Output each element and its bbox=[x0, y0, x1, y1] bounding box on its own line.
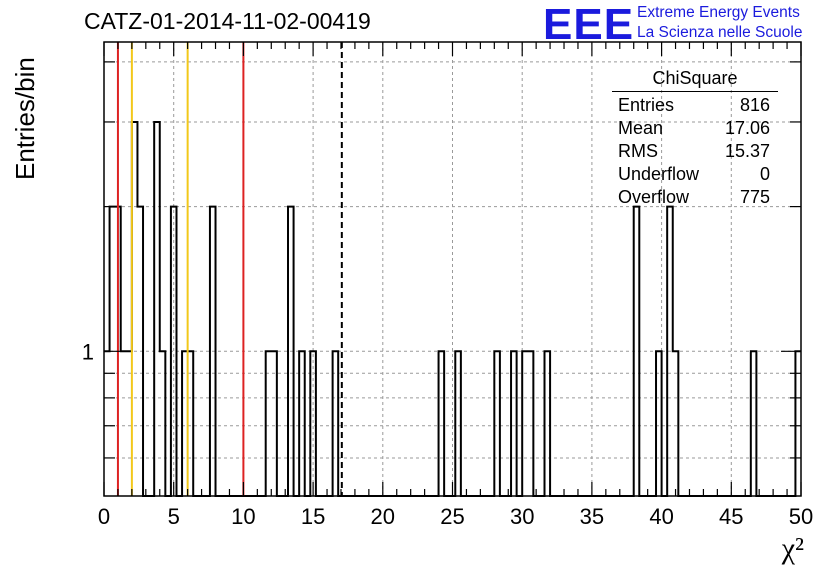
x-axis-label: χ² bbox=[781, 532, 804, 565]
x-tick-label: 10 bbox=[231, 504, 255, 529]
logo-text: Extreme Energy Events La Scienza nelle S… bbox=[637, 3, 802, 43]
y-tick-label: 1 bbox=[82, 339, 94, 364]
x-tick-label: 15 bbox=[301, 504, 325, 529]
stats-label: Mean bbox=[618, 118, 664, 138]
x-tick-label: 25 bbox=[440, 504, 464, 529]
stats-label: Overflow bbox=[618, 187, 690, 207]
tick-labels: 0 5 10 15 20 25 30 35 40 45 50 1 bbox=[82, 339, 813, 529]
stats-box: ChiSquare Entries 816 Mean 17.06 RMS 15.… bbox=[612, 68, 778, 209]
stats-row-overflow: Overflow 775 bbox=[612, 186, 778, 209]
stats-value: 17.06 bbox=[724, 118, 770, 138]
stats-row-rms: RMS 15.37 bbox=[612, 140, 778, 163]
reference-lines bbox=[116, 42, 343, 496]
stats-value: 816 bbox=[739, 95, 770, 115]
stats-value: 775 bbox=[739, 187, 770, 207]
stats-value: 0 bbox=[759, 164, 770, 184]
chart-title: CATZ-01-2014-11-02-00419 bbox=[84, 8, 371, 34]
y-axis-label: Entries/bin bbox=[10, 57, 40, 180]
x-tick-label: 0 bbox=[98, 504, 110, 529]
x-tick-label: 30 bbox=[510, 504, 534, 529]
x-tick-label: 5 bbox=[168, 504, 180, 529]
logo-line-1: Extreme Energy Events bbox=[637, 4, 800, 21]
x-tick-label: 35 bbox=[580, 504, 604, 529]
x-tick-label: 20 bbox=[371, 504, 395, 529]
stats-row-mean: Mean 17.06 bbox=[612, 117, 778, 140]
axis-ticks bbox=[103, 42, 802, 496]
stats-title: ChiSquare bbox=[612, 68, 778, 92]
x-tick-label: 50 bbox=[789, 504, 813, 529]
x-tick-label: 45 bbox=[719, 504, 743, 529]
stats-row-entries: Entries 816 bbox=[612, 94, 778, 117]
x-tick-label: 40 bbox=[649, 504, 673, 529]
stats-label: Entries bbox=[618, 95, 675, 115]
logo-line-2: La Scienza nelle Scuole bbox=[637, 24, 803, 41]
stats-label: Underflow bbox=[618, 164, 700, 184]
stats-label: RMS bbox=[618, 141, 658, 161]
stats-value: 15.37 bbox=[724, 141, 770, 161]
stats-row-underflow: Underflow 0 bbox=[612, 163, 778, 186]
eee-logo: EEE bbox=[543, 0, 635, 49]
